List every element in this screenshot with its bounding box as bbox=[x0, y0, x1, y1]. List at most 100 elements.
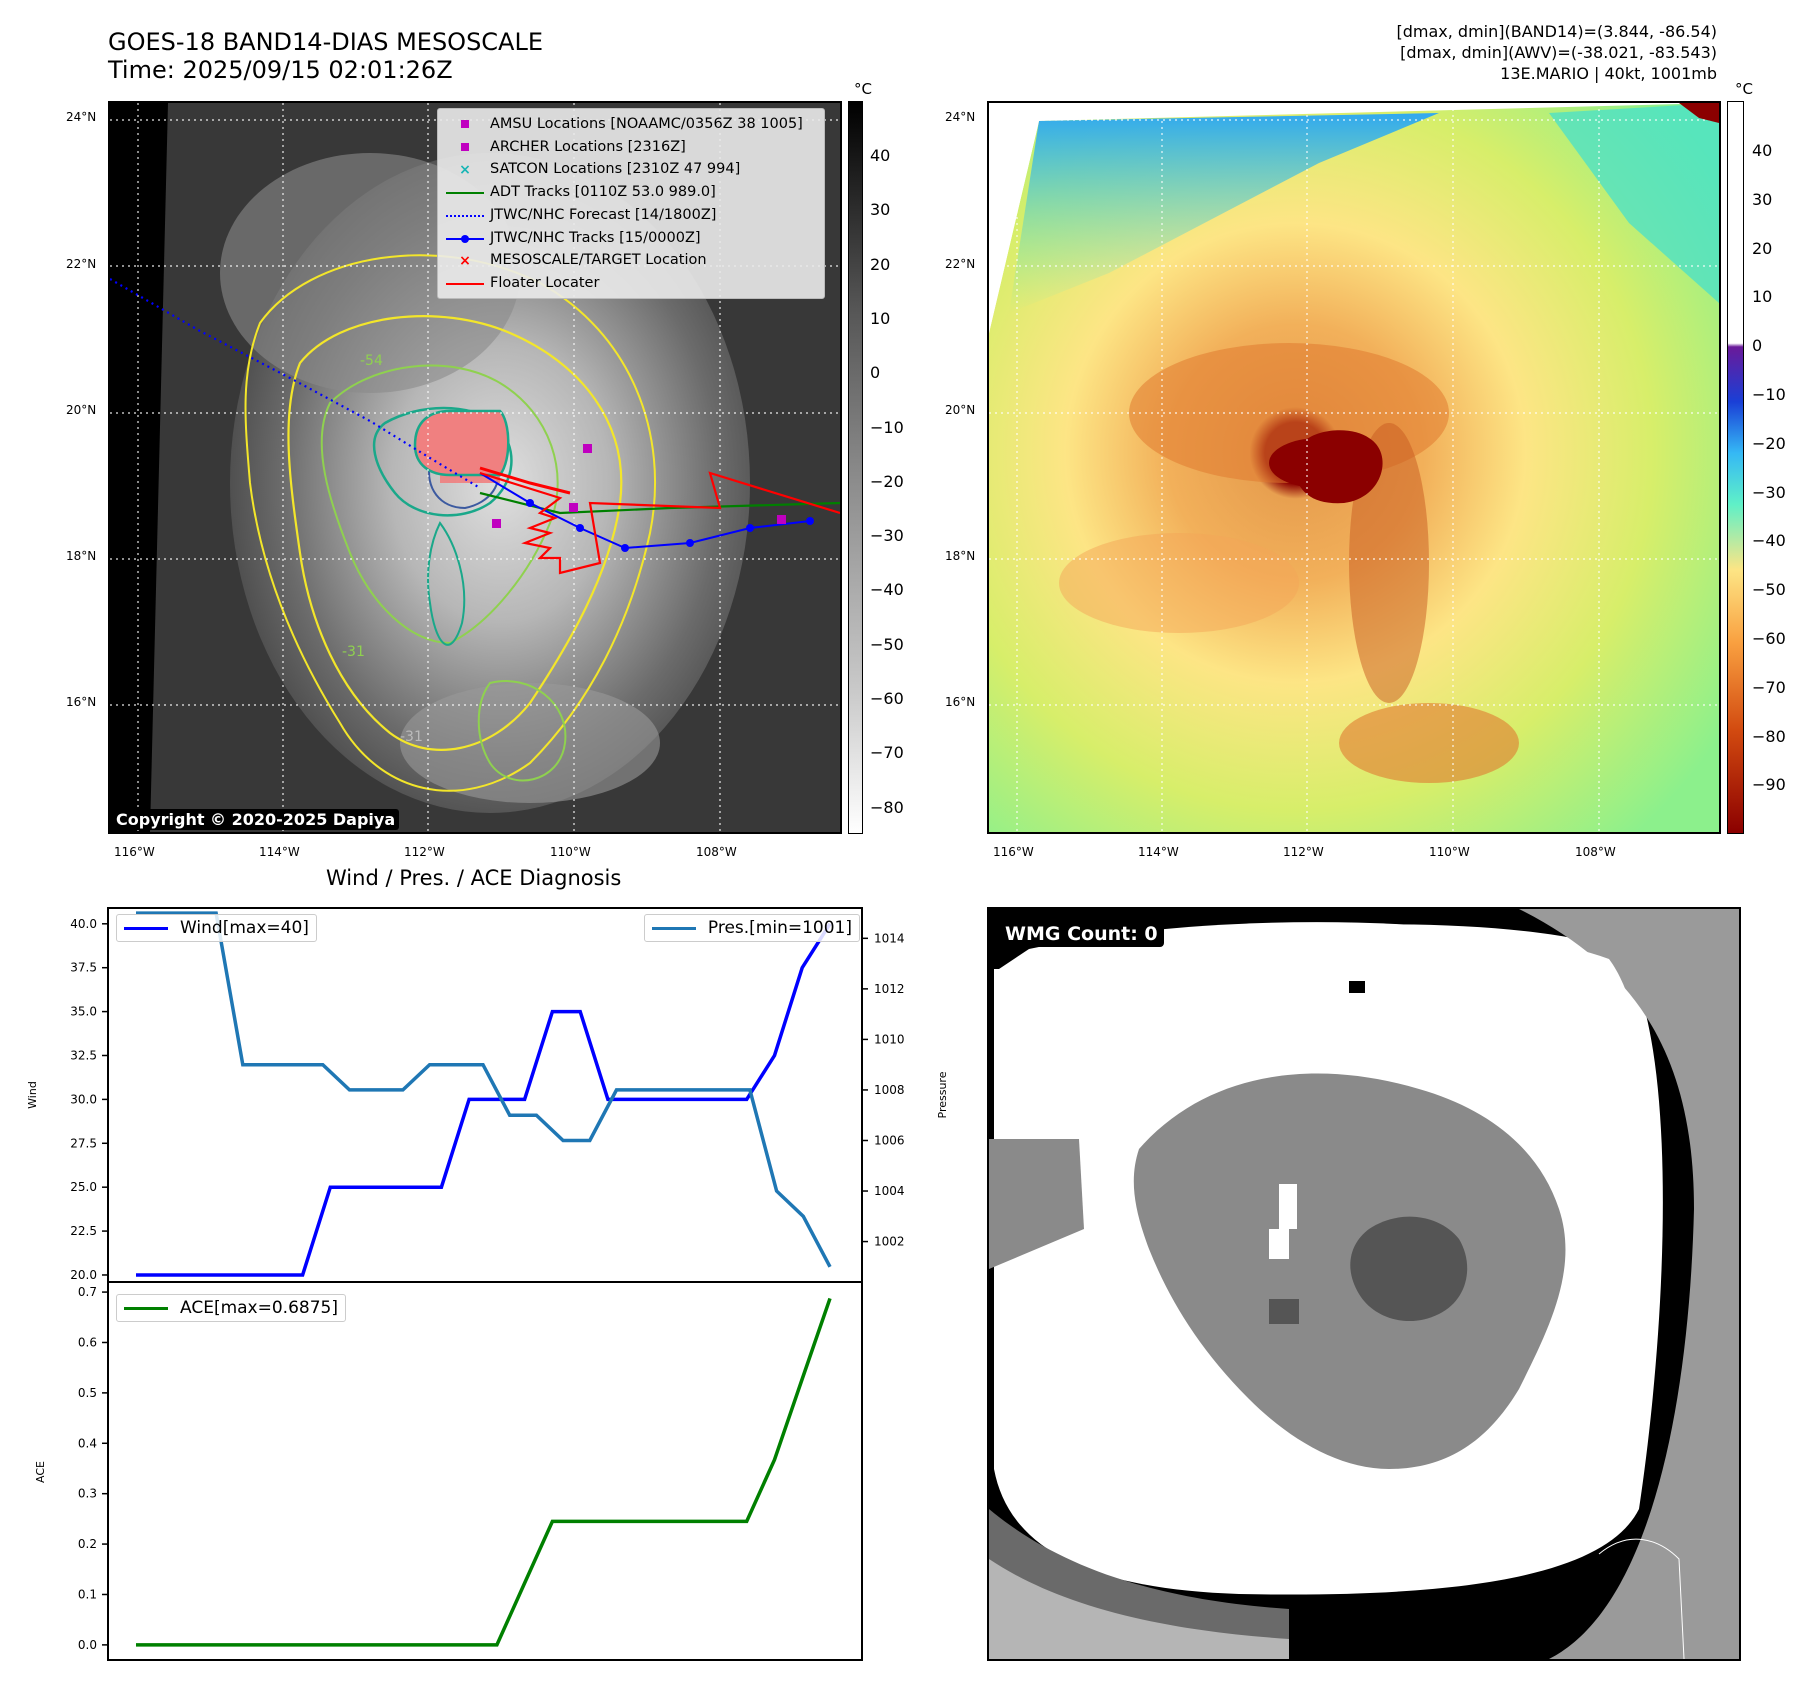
svg-text:-31: -31 bbox=[342, 644, 365, 660]
pressure-legend-label: Pres.[min=1001] bbox=[707, 918, 852, 938]
legend-item-archer: ARCHER Locations [2316Z] bbox=[446, 136, 816, 159]
wind-tick-label: 30.0 bbox=[70, 1092, 97, 1106]
lat-label: 20°N bbox=[66, 403, 97, 417]
colorbar-tick-label: −10 bbox=[1752, 385, 1786, 404]
lat-label: 16°N bbox=[945, 695, 976, 709]
lat-label: 24°N bbox=[66, 110, 97, 124]
colorbar-tick-label: −30 bbox=[1752, 482, 1786, 502]
lon-label: 116°W bbox=[114, 845, 155, 859]
colorbar-tick-label: 10 bbox=[870, 308, 891, 328]
lat-label: 18°N bbox=[945, 549, 976, 563]
line-icon bbox=[651, 926, 696, 930]
lon-label: 114°W bbox=[259, 845, 300, 859]
legend-label: JTWC/NHC Forecast [14/1800Z] bbox=[490, 206, 717, 223]
lat-label: 18°N bbox=[66, 549, 97, 563]
line-icon bbox=[124, 1306, 168, 1310]
colorbar-tick-label: −40 bbox=[1752, 531, 1786, 551]
wind-tick-label: 37.5 bbox=[70, 961, 97, 975]
ace-tick-label: 0.1 bbox=[78, 1587, 97, 1601]
lat-label: 22°N bbox=[945, 257, 976, 271]
square-marker-icon bbox=[446, 139, 484, 155]
colorbar-tick-label: 40 bbox=[1752, 141, 1773, 160]
x-marker-icon: × bbox=[459, 161, 471, 178]
awv-colorbar-unit: °C bbox=[1735, 80, 1753, 98]
ace-axis: 0.0 0.1 0.2 0.3 0.4 0.5 0.6 0.7 bbox=[78, 1285, 108, 1652]
colorbar-tick-label: 40 bbox=[870, 146, 891, 165]
wind-tick-label: 25.0 bbox=[70, 1180, 97, 1194]
pressure-legend: Pres.[min=1001] bbox=[643, 914, 860, 942]
colorbar-tick-label: −60 bbox=[1752, 629, 1786, 648]
legend-label: JTWC/NHC Tracks [15/0000Z] bbox=[490, 229, 701, 246]
ace-legend: ACE[max=0.6875] bbox=[116, 1294, 346, 1322]
pressure-axis: 1002 1004 1006 1008 1010 1012 1014 bbox=[862, 931, 905, 1249]
colorbar-tick-label: −80 bbox=[870, 797, 904, 817]
wmg-panel: WMG Count: 0 bbox=[987, 907, 1741, 1661]
wind-tick-label: 32.5 bbox=[70, 1048, 97, 1062]
wind-tick-label: 20.0 bbox=[70, 1268, 97, 1282]
legend-item-amsu: AMSU Locations [NOAAMC/0356Z 38 1005] bbox=[446, 113, 816, 136]
wind-legend-label: Wind[max=40] bbox=[180, 918, 309, 938]
x-marker-icon: × bbox=[459, 252, 471, 269]
info-awv: [dmax, dmin](AWV)=(-38.021, -83.543) bbox=[1400, 43, 1717, 62]
awv-colorbar bbox=[1727, 101, 1744, 834]
diagnosis-title: Wind / Pres. / ACE Diagnosis bbox=[326, 866, 622, 890]
colorbar-tick-label: −90 bbox=[1752, 775, 1786, 795]
colorbar-tick-label: −30 bbox=[870, 526, 904, 546]
colorbar-tick-label: −10 bbox=[870, 417, 904, 437]
pressure-tick-label: 1008 bbox=[874, 1083, 905, 1097]
wmg-count-badge: WMG Count: 0 bbox=[999, 921, 1164, 947]
pressure-ylabel: Pressure bbox=[936, 1071, 949, 1118]
colorbar-tick-label: 20 bbox=[870, 254, 891, 274]
colorbar-tick-label: −50 bbox=[1752, 580, 1786, 600]
ace-tick-label: 0.4 bbox=[78, 1436, 97, 1450]
colorbar-tick-label: 10 bbox=[1752, 287, 1773, 307]
lon-label: 114°W bbox=[1138, 845, 1179, 859]
pressure-series-line bbox=[136, 911, 832, 1268]
ace-tick-label: 0.2 bbox=[78, 1537, 97, 1551]
wind-tick-label: 35.0 bbox=[70, 1005, 97, 1019]
figure-title: GOES-18 BAND14-DIAS MESOSCALE bbox=[108, 28, 544, 56]
lat-label: 24°N bbox=[945, 110, 976, 124]
legend-label: SATCON Locations [2310Z 47 994] bbox=[490, 161, 741, 178]
lat-label: 16°N bbox=[66, 695, 97, 709]
line-icon bbox=[446, 184, 484, 200]
ace-legend-label: ACE[max=0.6875] bbox=[180, 1298, 338, 1318]
lat-label: 20°N bbox=[945, 403, 976, 417]
colorbar-tick-label: 30 bbox=[1752, 189, 1773, 209]
colorbar-tick-label: −60 bbox=[870, 689, 904, 708]
awv-map-panel bbox=[987, 101, 1721, 834]
legend-label: AMSU Locations [NOAAMC/0356Z 38 1005] bbox=[490, 116, 803, 132]
dotted-line-icon bbox=[446, 207, 484, 223]
legend-label: ARCHER Locations [2316Z] bbox=[490, 138, 686, 155]
wind-tick-label: 27.5 bbox=[70, 1136, 97, 1150]
ace-panel-frame bbox=[107, 1281, 863, 1661]
colorbar-tick-label: −50 bbox=[870, 634, 904, 654]
legend-item-mesoscale: × MESOSCALE/TARGET Location bbox=[446, 249, 816, 272]
svg-text:-54: -54 bbox=[360, 353, 383, 369]
lon-label: 112°W bbox=[1283, 845, 1324, 859]
lon-label: 116°W bbox=[993, 845, 1034, 859]
figure-time: Time: 2025/09/15 02:01:26Z bbox=[108, 56, 453, 84]
ir-colorbar bbox=[848, 101, 863, 834]
wind-ylabel: Wind bbox=[26, 1081, 39, 1109]
info-storm: 13E.MARIO | 40kt, 1001mb bbox=[1500, 64, 1717, 83]
ace-series-line bbox=[136, 1297, 832, 1647]
ir-map-legend: AMSU Locations [NOAAMC/0356Z 38 1005] AR… bbox=[437, 108, 825, 299]
colorbar-tick-label: 20 bbox=[1752, 238, 1773, 258]
pressure-tick-label: 1004 bbox=[874, 1184, 905, 1198]
pressure-tick-label: 1012 bbox=[874, 982, 905, 996]
colorbar-tick-label: −70 bbox=[870, 743, 904, 763]
ir-colorbar-unit: °C bbox=[854, 80, 872, 98]
ace-tick-label: 0.5 bbox=[78, 1386, 97, 1400]
line-icon bbox=[446, 275, 484, 291]
pressure-tick-label: 1006 bbox=[874, 1133, 905, 1147]
pressure-tick-label: 1010 bbox=[874, 1032, 905, 1046]
ace-ylabel: ACE bbox=[34, 1461, 47, 1483]
lon-label: 108°W bbox=[696, 845, 737, 859]
wind-series-line bbox=[136, 922, 832, 1277]
lat-label: 22°N bbox=[66, 257, 97, 271]
wind-tick-label: 40.0 bbox=[70, 917, 97, 931]
legend-item-jtwc: JTWC/NHC Tracks [15/0000Z] bbox=[446, 227, 816, 250]
ace-tick-label: 0.7 bbox=[78, 1285, 97, 1299]
legend-item-adt: ADT Tracks [0110Z 53.0 989.0] bbox=[446, 181, 816, 204]
